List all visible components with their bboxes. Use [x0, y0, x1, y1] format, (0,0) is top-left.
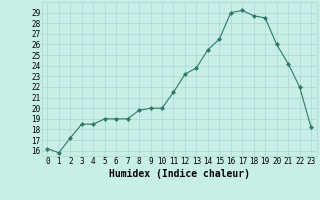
X-axis label: Humidex (Indice chaleur): Humidex (Indice chaleur)	[109, 169, 250, 179]
